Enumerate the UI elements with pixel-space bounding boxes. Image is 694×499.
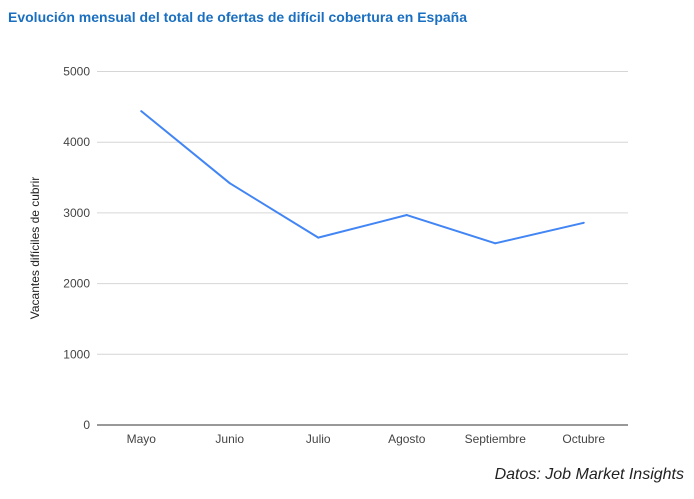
chart-title: Evolución mensual del total de ofertas d… bbox=[8, 9, 467, 25]
y-tick-label: 4000 bbox=[63, 135, 90, 149]
y-axis-label: Vacantes difíciles de cubrir bbox=[28, 177, 42, 320]
x-tick-label: Mayo bbox=[127, 432, 157, 446]
y-tick-label: 5000 bbox=[63, 65, 90, 79]
x-tick-label: Septiembre bbox=[465, 432, 527, 446]
x-tick-label: Agosto bbox=[388, 432, 426, 446]
data-point-agosto bbox=[405, 214, 408, 217]
y-tick-label: 3000 bbox=[63, 206, 90, 220]
y-tick-label: 2000 bbox=[63, 277, 90, 291]
y-tick-label: 0 bbox=[83, 418, 90, 432]
y-tick-label: 1000 bbox=[63, 347, 90, 361]
data-point-mayo bbox=[140, 110, 143, 113]
x-tick-label: Junio bbox=[215, 432, 244, 446]
source-note: Datos: Job Market Insights bbox=[494, 466, 684, 483]
data-point-julio bbox=[317, 236, 320, 239]
x-tick-label: Julio bbox=[306, 432, 331, 446]
x-tick-label: Octubre bbox=[562, 432, 605, 446]
data-point-junio bbox=[228, 182, 231, 185]
data-point-septiembre bbox=[494, 242, 497, 245]
data-point-octubre bbox=[582, 221, 585, 224]
series-line bbox=[140, 110, 584, 245]
